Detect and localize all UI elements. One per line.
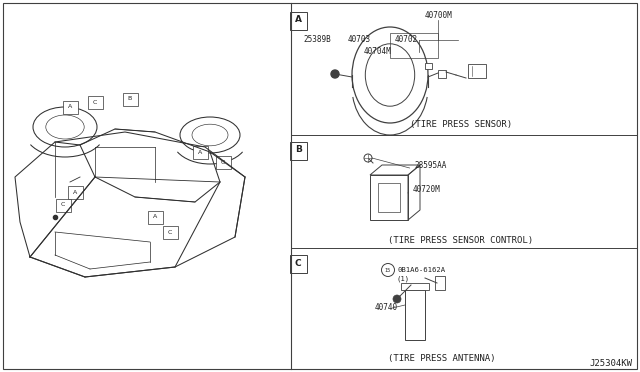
Text: A: A [153, 215, 157, 219]
Text: A: A [198, 150, 202, 154]
Text: 40740: 40740 [374, 304, 397, 312]
Circle shape [393, 295, 401, 303]
Bar [401, 283, 429, 290]
Bar [468, 64, 486, 78]
Text: (TIRE PRESS ANTENNA): (TIRE PRESS ANTENNA) [388, 353, 495, 362]
Text: 40702: 40702 [395, 35, 418, 45]
Circle shape [331, 70, 339, 78]
FancyBboxPatch shape [290, 254, 307, 273]
FancyBboxPatch shape [290, 12, 307, 29]
Text: 40704M: 40704M [364, 48, 392, 57]
Text: C: C [168, 230, 172, 234]
Text: A: A [73, 189, 77, 195]
FancyBboxPatch shape [67, 186, 83, 199]
Text: B: B [295, 145, 301, 154]
FancyBboxPatch shape [163, 225, 177, 238]
Text: 40700M: 40700M [424, 10, 452, 19]
Text: (TIRE PRESS SENSOR): (TIRE PRESS SENSOR) [410, 121, 512, 129]
Bar [425, 63, 432, 69]
Text: (TIRE PRESS SENSOR CONTROL): (TIRE PRESS SENSOR CONTROL) [388, 235, 533, 244]
Text: C: C [295, 259, 301, 267]
FancyBboxPatch shape [56, 199, 70, 212]
Text: 40703: 40703 [348, 35, 371, 45]
FancyBboxPatch shape [216, 155, 230, 169]
Text: C: C [93, 99, 97, 105]
Bar [405, 290, 425, 340]
Text: C: C [61, 202, 65, 208]
FancyBboxPatch shape [88, 96, 102, 109]
Bar [390, 33, 438, 58]
FancyBboxPatch shape [290, 141, 307, 160]
Text: 15: 15 [385, 267, 391, 273]
Text: 25389B: 25389B [303, 35, 332, 45]
Text: C: C [221, 160, 225, 164]
Text: (1): (1) [397, 276, 410, 282]
FancyBboxPatch shape [63, 100, 77, 113]
Text: 28595AA: 28595AA [415, 160, 447, 170]
Text: 0B1A6-6162A: 0B1A6-6162A [397, 267, 445, 273]
FancyBboxPatch shape [147, 211, 163, 224]
Text: B: B [128, 96, 132, 102]
Text: 40720M: 40720M [413, 186, 440, 195]
Bar [438, 70, 446, 78]
Bar [378, 183, 400, 212]
Bar [370, 175, 408, 220]
Text: A: A [294, 16, 301, 25]
Text: J25304KW: J25304KW [589, 359, 632, 369]
FancyBboxPatch shape [193, 145, 207, 158]
Bar [435, 276, 445, 290]
Text: A: A [68, 105, 72, 109]
FancyBboxPatch shape [122, 93, 138, 106]
